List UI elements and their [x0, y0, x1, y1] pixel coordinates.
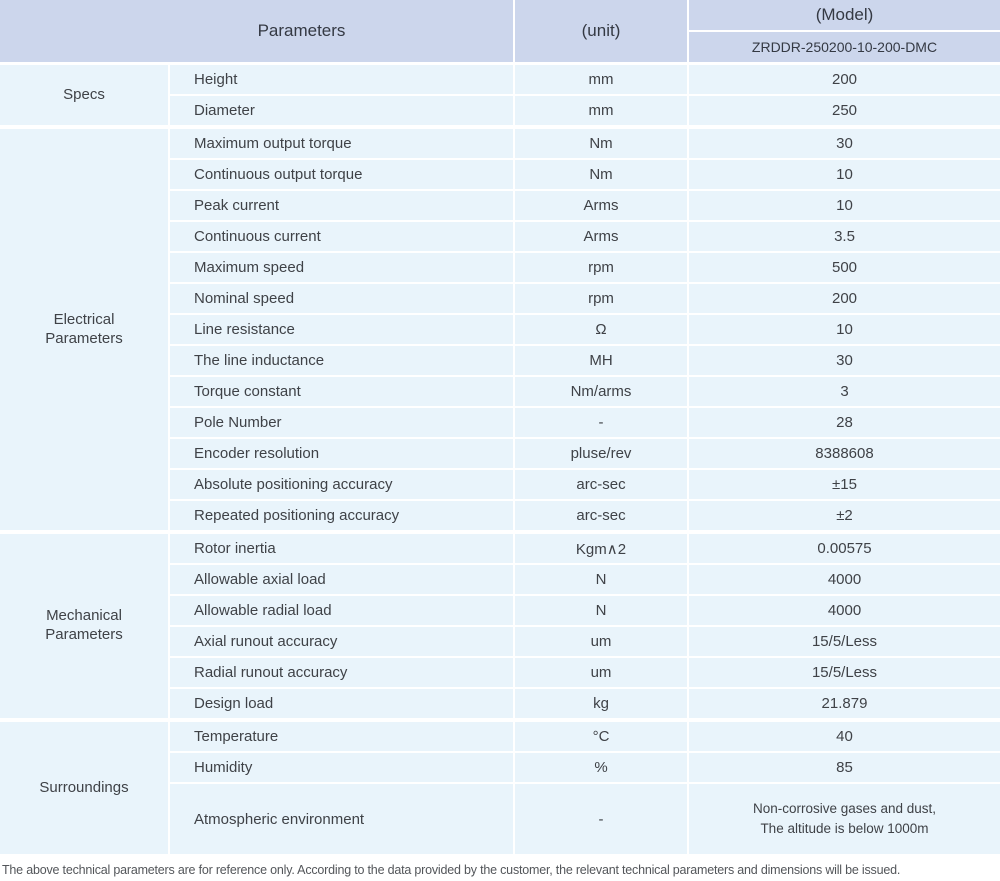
param-name-cell: Continuous output torque — [170, 160, 513, 189]
param-value-cell: 500 — [689, 253, 1000, 282]
param-name-cell: Design load — [170, 689, 513, 718]
param-name-cell: Height — [170, 65, 513, 94]
section-category: Surroundings — [0, 722, 168, 854]
param-unit-cell: pluse/rev — [515, 439, 687, 468]
param-value-cell: 200 — [689, 284, 1000, 313]
param-value-cell: 3 — [689, 377, 1000, 406]
param-unit-cell: - — [515, 408, 687, 437]
param-name-cell: Humidity — [170, 753, 513, 782]
param-name-cell: Maximum speed — [170, 253, 513, 282]
param-value-cell: 10 — [689, 315, 1000, 344]
param-value-cell: 10 — [689, 160, 1000, 189]
table-section: Electrical Parameters Maximum output torq… — [0, 129, 1000, 530]
param-unit-cell: % — [515, 753, 687, 782]
param-unit-cell: MH — [515, 346, 687, 375]
header-model-value: ZRDDR-250200-10-200-DMC — [689, 32, 1000, 62]
param-unit-cell: Nm — [515, 129, 687, 158]
param-unit-cell: °C — [515, 722, 687, 751]
param-value-cell: 3.5 — [689, 222, 1000, 251]
param-value-cell: 15/5/Less — [689, 627, 1000, 656]
param-value-cell: 200 — [689, 65, 1000, 94]
param-unit-cell: Nm — [515, 160, 687, 189]
header-parameters-label: Parameters — [0, 0, 513, 62]
section-category: Electrical Parameters — [0, 129, 168, 530]
param-unit-cell: Nm/arms — [515, 377, 687, 406]
param-value-cell: 250 — [689, 96, 1000, 125]
param-unit-cell: N — [515, 596, 687, 625]
param-value-cell: 85 — [689, 753, 1000, 782]
table-header: Parameters (unit) (Model) ZRDDR-250200-1… — [0, 0, 1000, 62]
param-value-cell: 40 — [689, 722, 1000, 751]
param-unit-cell: arc-sec — [515, 501, 687, 530]
param-name-cell: Absolute positioning accuracy — [170, 470, 513, 499]
param-unit-cell: arc-sec — [515, 470, 687, 499]
param-unit-cell: Arms — [515, 222, 687, 251]
param-name-cell: Encoder resolution — [170, 439, 513, 468]
table-body: Specs Height mm 200 Diameter mm 250 Electrical … — [0, 65, 1000, 854]
param-name-cell: Radial runout accuracy — [170, 658, 513, 687]
param-unit-cell: N — [515, 565, 687, 594]
param-unit-cell: kg — [515, 689, 687, 718]
header-model-label: (Model) — [689, 0, 1000, 30]
param-unit-cell: - — [515, 784, 687, 854]
table-section: Specs Height mm 200 Diameter mm 250 — [0, 65, 1000, 125]
param-name-cell: Maximum output torque — [170, 129, 513, 158]
param-name-cell: Nominal speed — [170, 284, 513, 313]
param-value-cell: 28 — [689, 408, 1000, 437]
param-name-cell: Continuous current — [170, 222, 513, 251]
param-value-cell: 30 — [689, 346, 1000, 375]
param-value-cell: 0.00575 — [689, 534, 1000, 563]
param-unit-cell: um — [515, 627, 687, 656]
param-value-cell: 30 — [689, 129, 1000, 158]
param-value-cell: 8388608 — [689, 439, 1000, 468]
table-section: Surroundings Temperature °C 40 Humidity% 85 At… — [0, 722, 1000, 854]
header-unit-label: (unit) — [515, 0, 687, 62]
param-name-cell: Peak current — [170, 191, 513, 220]
section-category: Specs — [0, 65, 168, 125]
param-value-cell: 4000 — [689, 596, 1000, 625]
param-name-cell: Rotor inertia — [170, 534, 513, 563]
param-unit-cell: Kgm∧2 — [515, 534, 687, 563]
param-unit-cell: um — [515, 658, 687, 687]
param-value-cell: 15/5/Less — [689, 658, 1000, 687]
param-name-cell: Axial runout accuracy — [170, 627, 513, 656]
table-section: Mechanical Parameters Rotor inertia Kgm∧2 0… — [0, 534, 1000, 718]
param-name-cell: Pole Number — [170, 408, 513, 437]
param-unit-cell: mm — [515, 65, 687, 94]
param-unit-cell: mm — [515, 96, 687, 125]
param-value-cell: 4000 — [689, 565, 1000, 594]
param-unit-cell: rpm — [515, 284, 687, 313]
param-name-cell: Temperature — [170, 722, 513, 751]
footer-note: The above technical parameters are for r… — [2, 863, 901, 877]
param-name-cell: Atmospheric environment — [170, 784, 513, 854]
param-value-cell: 21.879 — [689, 689, 1000, 718]
param-value-cell: ±2 — [689, 501, 1000, 530]
param-unit-cell: Ω — [515, 315, 687, 344]
header-model-cell: (Model) ZRDDR-250200-10-200-DMC — [689, 0, 1000, 62]
section-category: Mechanical Parameters — [0, 534, 168, 718]
param-unit-cell: Arms — [515, 191, 687, 220]
param-name-cell: Diameter — [170, 96, 513, 125]
param-name-cell: Repeated positioning accuracy — [170, 501, 513, 530]
param-name-cell: Line resistance — [170, 315, 513, 344]
param-value-cell: ±15 — [689, 470, 1000, 499]
param-value-cell: Non-corrosive gases and dust, The altitu… — [689, 784, 1000, 854]
param-value-cell: 10 — [689, 191, 1000, 220]
spec-table: Parameters (unit) (Model) ZRDDR-250200-1… — [0, 0, 1000, 854]
param-name-cell: Allowable radial load — [170, 596, 513, 625]
param-name-cell: Torque constant — [170, 377, 513, 406]
param-unit-cell: rpm — [515, 253, 687, 282]
param-name-cell: The line inductance — [170, 346, 513, 375]
param-name-cell: Allowable axial load — [170, 565, 513, 594]
